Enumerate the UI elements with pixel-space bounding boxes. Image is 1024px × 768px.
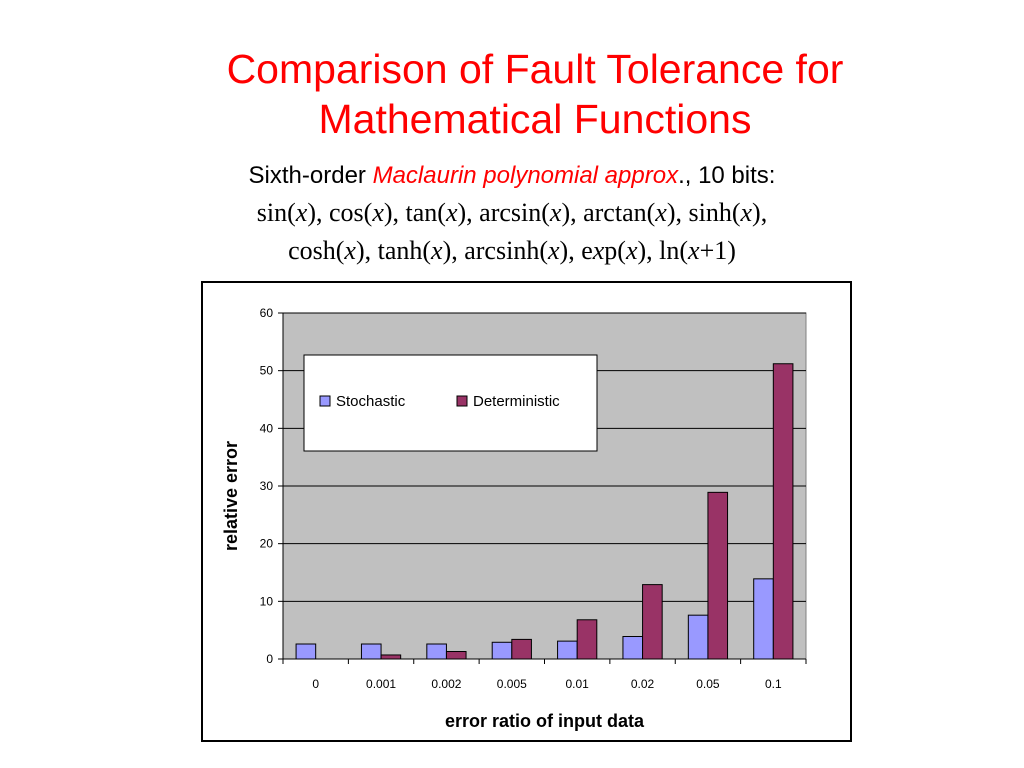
y-tick-label: 30 bbox=[260, 479, 274, 493]
y-tick-label: 0 bbox=[266, 652, 273, 666]
functions-line-2: cosh(x), tanh(x), arcsinh(x), exp(x), ln… bbox=[288, 236, 736, 265]
bar-deterministic bbox=[576, 619, 598, 660]
y-tick-label: 50 bbox=[260, 364, 274, 378]
bar-deterministic bbox=[380, 654, 402, 660]
legend-label-stochastic: Stochastic bbox=[336, 393, 406, 410]
bar-stochastic bbox=[295, 643, 317, 660]
x-tick-label: 0.02 bbox=[631, 677, 655, 691]
x-tick-label: 0.005 bbox=[497, 677, 527, 691]
legend-label-deterministic: Deterministic bbox=[473, 393, 560, 410]
slide-title: Comparison of Fault Tolerance for Mathem… bbox=[226, 46, 844, 142]
x-tick-label: 0.001 bbox=[366, 677, 396, 691]
bar-stochastic bbox=[491, 641, 513, 660]
y-tick-label: 10 bbox=[260, 594, 274, 608]
bar-stochastic bbox=[622, 636, 644, 660]
legend-box bbox=[303, 354, 598, 452]
bar-stochastic bbox=[360, 643, 382, 660]
x-tick-label: 0.01 bbox=[566, 677, 590, 691]
y-axis-label: relative error bbox=[221, 441, 241, 551]
bar-stochastic bbox=[426, 643, 447, 660]
bar-deterministic bbox=[445, 651, 467, 660]
bar-deterministic bbox=[772, 363, 794, 660]
bar-chart: 0 10 20 30 40 50 60 0 0.001 0.002 0.005 0.01 0.02 0.0… bbox=[221, 306, 807, 731]
slide-subtitle: Sixth-order Maclaurin polynomial approx.… bbox=[160, 160, 864, 192]
x-tick-label: 0.002 bbox=[431, 677, 461, 691]
y-tick-label: 40 bbox=[260, 421, 274, 435]
functions-line-1: sin(x), cos(x), tan(x), arcsin(x), arcta… bbox=[256, 198, 768, 227]
legend-swatch-stochastic bbox=[319, 395, 331, 407]
x-tick-label: 0.1 bbox=[765, 677, 782, 691]
bar-deterministic bbox=[642, 584, 663, 660]
bar-stochastic bbox=[557, 640, 578, 660]
y-tick-label: 60 bbox=[260, 306, 274, 320]
x-axis-label: error ratio of input data bbox=[445, 711, 645, 731]
x-tick-label: 0.05 bbox=[696, 677, 720, 691]
bar-deterministic bbox=[511, 638, 532, 660]
subtitle-prefix: Sixth-order bbox=[248, 162, 373, 189]
subtitle-suffix: ., 10 bits: bbox=[678, 162, 776, 189]
subtitle-accent: Maclaurin polynomial approx bbox=[372, 162, 679, 189]
y-tick-label: 20 bbox=[260, 537, 274, 551]
chart-frame: 0 10 20 30 40 50 60 0 0.001 0.002 0.005 0.01 0.02 0.0… bbox=[201, 281, 852, 742]
bar-stochastic bbox=[687, 614, 709, 660]
bar-stochastic bbox=[753, 578, 774, 660]
legend-swatch-deterministic bbox=[456, 395, 468, 407]
bar-deterministic bbox=[707, 491, 729, 660]
x-tick-label: 0 bbox=[312, 677, 319, 691]
